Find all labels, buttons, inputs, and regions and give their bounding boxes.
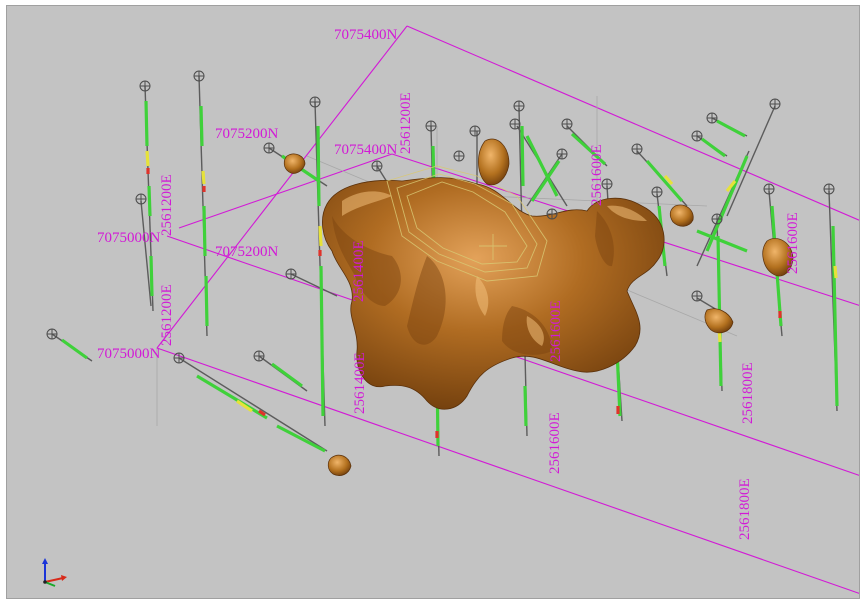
- grid-label-northing: 7075000N: [97, 230, 161, 246]
- drillhole-collar-icon: [194, 71, 204, 81]
- drillhole-collar-icon: [140, 81, 150, 91]
- drillhole-trace: [179, 358, 327, 451]
- drillhole-collar-icon: [372, 161, 382, 171]
- grid-label-easting: 2561200E: [159, 174, 175, 236]
- drillhole-trace: [727, 106, 775, 216]
- drillhole-collar-icon: [470, 126, 480, 136]
- drillhole-collar-icon: [264, 143, 274, 153]
- orebody-pod: [478, 139, 509, 185]
- grid-label-easting: 2561200E: [159, 284, 175, 346]
- grid-label-easting: 2561800E: [737, 478, 753, 540]
- drillhole-collar-icon: [47, 329, 57, 339]
- grid-label-easting: 2561600E: [589, 144, 605, 206]
- grid-label-easting: 2561400E: [351, 240, 367, 302]
- drillhole-collar-icon: [547, 209, 557, 219]
- grid-label-easting: 2561200E: [398, 92, 414, 154]
- drillhole-collar-icon: [707, 113, 717, 123]
- drillhole-collar-icon: [286, 269, 296, 279]
- drillhole-collar-icon: [692, 291, 702, 301]
- drillhole-collar-icon: [652, 187, 662, 197]
- drillhole-collar-icon: [764, 184, 774, 194]
- scene-canvas[interactable]: 7075400N 7075200N 7075400N 2561200E 2561…: [7, 6, 860, 599]
- orebody-pod: [328, 455, 351, 475]
- drillhole-collar-icon: [136, 194, 146, 204]
- grid-label-easting: 2561800E: [740, 362, 756, 424]
- drillhole-collar-icon: [454, 151, 464, 161]
- drillhole-collar-icon: [562, 119, 572, 129]
- drillhole-collar-icon: [712, 214, 722, 224]
- grid-label-easting: 2561400E: [352, 352, 368, 414]
- grid-label-northing: 7075000N: [97, 346, 161, 362]
- drillhole-collar-icon: [254, 351, 264, 361]
- drillhole-collar-icon: [426, 121, 436, 131]
- grid-label-northing: 7075400N: [334, 27, 398, 43]
- grid-label-northing: 7075400N: [334, 142, 398, 158]
- 3d-viewport[interactable]: 7075400N 7075200N 7075400N 2561200E 2561…: [6, 5, 860, 599]
- grid-label-northing: 7075200N: [215, 126, 279, 142]
- drillhole-collar-icon: [310, 97, 320, 107]
- grid-label-northing: 7075200N: [215, 244, 279, 260]
- xyz-axis-triad-icon: [37, 556, 71, 590]
- drillhole-collar-icon: [770, 99, 780, 109]
- drillhole-collar-icon: [514, 101, 524, 111]
- orebody-pod: [705, 309, 733, 333]
- grid-label-easting: 2561600E: [547, 412, 563, 474]
- orebody-pod: [670, 205, 693, 226]
- grid-label-easting: 2561600E: [548, 300, 564, 362]
- drillhole-collar-icon: [510, 119, 520, 129]
- drillhole-collar-icon: [824, 184, 834, 194]
- drillhole-collar-icon: [692, 131, 702, 141]
- drillhole-trace: [291, 274, 337, 296]
- drillhole-collar-icon: [174, 353, 184, 363]
- drillhole-collar-icon: [557, 149, 567, 159]
- grid-label-easting: 2561600E: [785, 212, 801, 274]
- drillhole-collar-icon: [632, 144, 642, 154]
